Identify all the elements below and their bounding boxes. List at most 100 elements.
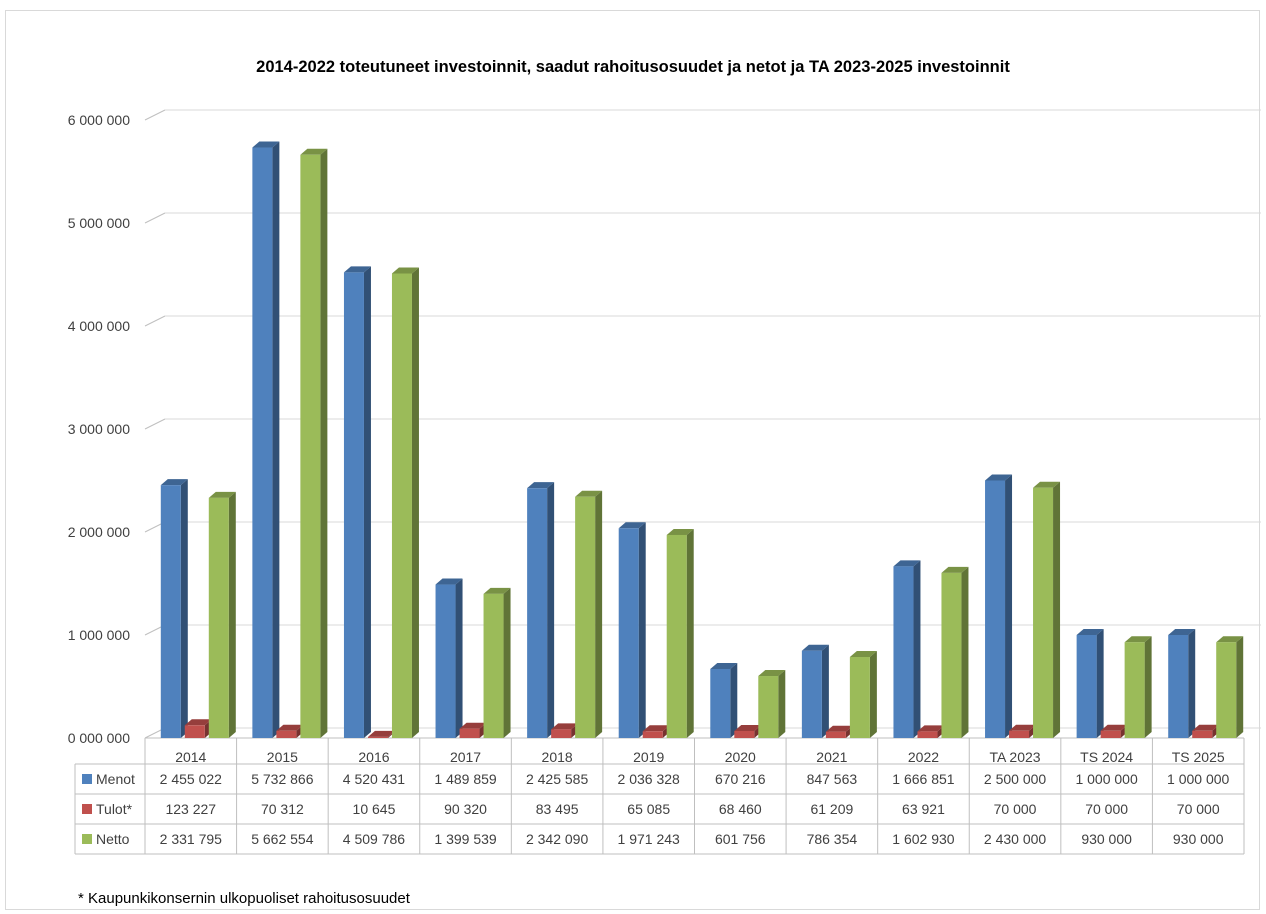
gridline-depth [144,418,166,430]
data-label: 930 000 [1081,831,1132,847]
bar-tulot-2020 [734,724,762,738]
x-tick-label: 2015 [267,749,298,765]
bar-front [710,668,731,738]
bar-top [1192,724,1220,731]
bar-tulot-ts-2025 [1192,724,1220,738]
bar-front [893,566,914,738]
bar-front [343,272,364,738]
y-tick-label: 1 000 000 [68,627,130,643]
bar-top [551,723,579,730]
x-tick-label: 2021 [816,749,847,765]
x-tick-label: 2018 [542,749,573,765]
data-label: 65 085 [627,801,670,817]
gridline-depth [144,212,166,224]
bar-front [985,480,1006,738]
bar-tulot-2018 [551,723,579,738]
data-label: 1 602 930 [892,831,954,847]
bar-netto-2021 [849,651,877,738]
bar-netto-2019 [666,528,694,738]
bar-front [1192,730,1213,738]
data-label: 1 399 539 [434,831,496,847]
bar-netto-2016 [391,267,419,738]
gridline-depth [144,109,166,121]
bar-side [961,566,969,738]
bar-front [184,725,205,738]
bar-top [343,266,371,273]
bar-front [435,584,456,738]
bar-top [825,725,853,732]
gridline-depth [144,315,166,327]
data-label: 2 430 000 [984,831,1046,847]
legend-swatch-tulot [82,804,92,814]
bar-top [642,725,670,732]
bar-top [160,479,188,486]
y-tick-label: 4 000 000 [68,318,130,334]
data-label: 10 645 [353,801,396,817]
bar-front [825,731,846,738]
data-label: 70 312 [261,801,304,817]
bar-side [1096,629,1104,738]
bar-front [1216,642,1237,738]
bar-tulot-2022 [917,725,945,738]
bar-front [208,497,229,738]
bar-front [642,731,663,738]
bar-top [1124,636,1152,643]
data-label: 2 331 795 [160,831,222,847]
x-tick-label: TS 2025 [1172,749,1225,765]
bar-tulot-2019 [642,725,670,738]
bar-front [276,730,297,738]
bar-top [1168,629,1196,635]
y-tick-label: 3 000 000 [68,421,130,437]
data-label: 4 509 786 [343,831,405,847]
data-label: 1 489 859 [434,771,496,787]
y-tick-label: 0 000 000 [68,730,130,746]
bar-front [527,488,548,738]
bar-top [1076,629,1104,635]
data-label: 1 000 000 [1167,771,1229,787]
bar-side [228,491,236,738]
bar-menot-2022 [893,560,921,738]
data-label: 123 227 [165,801,216,817]
bar-side [503,587,511,738]
bar-tulot-2016 [367,730,395,738]
data-label: 83 495 [536,801,579,817]
bar-front [459,728,480,738]
data-label: 70 000 [1085,801,1128,817]
bar-netto-2022 [941,566,969,738]
bar-side [730,662,738,738]
bar-netto-2020 [758,670,786,738]
data-label: 68 460 [719,801,762,817]
bar-top [618,522,646,529]
x-tick-label: 2017 [450,749,481,765]
bar-top [575,490,603,497]
data-label: 1 971 243 [618,831,680,847]
bar-front [367,736,388,738]
data-label: 786 354 [807,831,858,847]
bar-menot-2015 [252,141,280,739]
bar-front [849,657,870,738]
data-label: 1 666 851 [892,771,954,787]
bar-side [638,522,646,738]
bar-netto-ta-2023 [1033,481,1061,738]
bar-front [1076,635,1097,738]
y-tick-label: 2 000 000 [68,524,130,540]
bar-front [801,650,822,738]
bar-front [1033,487,1054,738]
bar-front [917,731,938,738]
chart-title: 2014-2022 toteutuneet investoinnit, saad… [256,58,1010,76]
x-tick-label: TS 2024 [1080,749,1133,765]
bar-side [1005,474,1013,738]
bar-tulot-ts-2024 [1100,724,1128,738]
bar-front [618,528,639,738]
bar-side [1144,636,1152,738]
bar-front [734,730,755,738]
bar-tulot-2014 [184,719,212,738]
data-label: 2 425 585 [526,771,588,787]
legend-label: Menot [96,771,135,787]
legend-label: Tulot* [96,801,133,817]
bar-top [985,474,1013,481]
data-label: 1 000 000 [1075,771,1137,787]
bar-side [1053,481,1061,738]
bar-top [208,491,236,498]
